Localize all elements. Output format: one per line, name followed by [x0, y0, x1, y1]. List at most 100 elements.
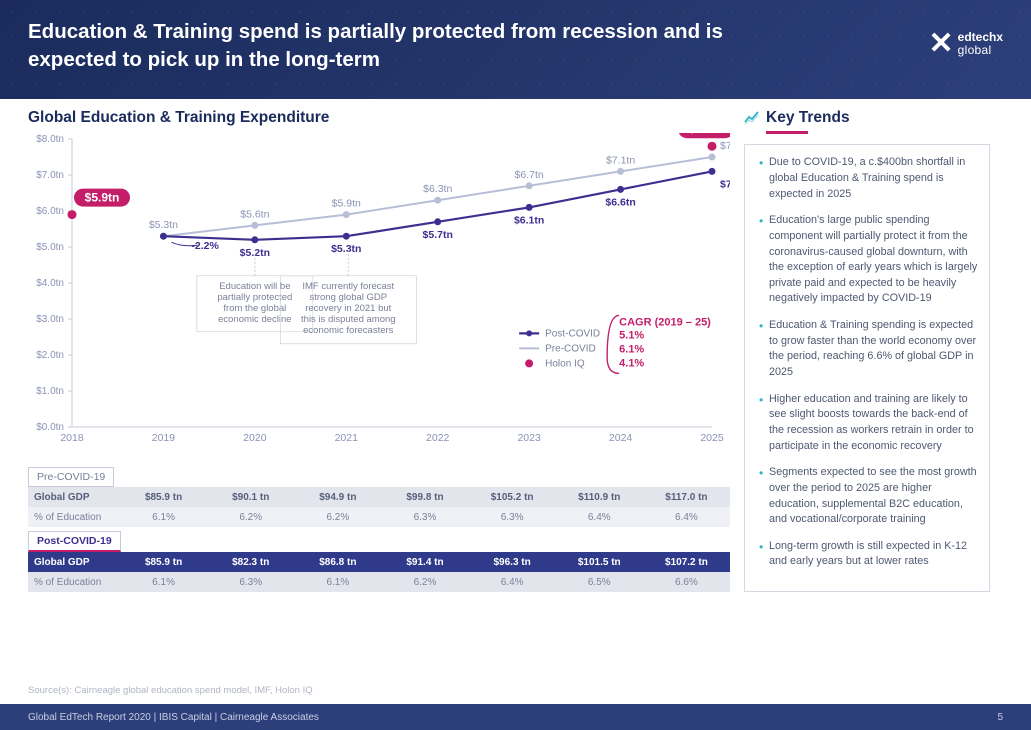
- table-cell: 6.3%: [469, 507, 556, 527]
- table-cell: $117.0 tn: [643, 487, 730, 507]
- footer-page: 5: [997, 712, 1003, 723]
- table-cell: $105.2 tn: [469, 487, 556, 507]
- table-cell: 6.4%: [643, 507, 730, 527]
- table-cell: $107.2 tn: [643, 552, 730, 572]
- svg-text:2023: 2023: [517, 432, 541, 444]
- svg-text:recovery in 2021 but: recovery in 2021 but: [305, 303, 391, 314]
- trend-item: Segments expected to see the most growth…: [759, 465, 979, 528]
- svg-text:Pre-COVID: Pre-COVID: [545, 344, 596, 355]
- svg-text:2021: 2021: [335, 432, 359, 444]
- slide-footer: Global EdTech Report 2020 | IBIS Capital…: [0, 704, 1031, 730]
- logo-mark-icon: ✕: [929, 26, 954, 61]
- svg-text:2020: 2020: [243, 432, 267, 444]
- svg-text:$7.8tn: $7.8tn: [689, 133, 724, 136]
- expenditure-chart: $0.0tn$1.0tn$2.0tn$3.0tn$4.0tn$5.0tn$6.0…: [28, 133, 730, 463]
- trend-item: Education's large public spending compon…: [759, 213, 979, 307]
- key-trends-underline: [766, 131, 808, 134]
- logo-sub: global: [958, 44, 1003, 57]
- svg-text:$7.1tn: $7.1tn: [606, 155, 635, 167]
- key-trends-title: Key Trends: [766, 109, 850, 127]
- table-row-label: % of Education: [28, 507, 120, 527]
- table-cell: $86.8 tn: [294, 552, 381, 572]
- table-cell: $99.8 tn: [381, 487, 468, 507]
- svg-text:$6.6tn: $6.6tn: [605, 197, 635, 209]
- svg-text:$2.0tn: $2.0tn: [36, 350, 64, 361]
- table-cell: $90.1 tn: [207, 487, 294, 507]
- svg-text:2022: 2022: [426, 432, 450, 444]
- table-cell: $91.4 tn: [381, 552, 468, 572]
- table-cell: 6.1%: [120, 572, 207, 592]
- svg-text:$5.0tn: $5.0tn: [36, 242, 64, 253]
- svg-text:$8.0tn: $8.0tn: [36, 134, 64, 145]
- svg-text:$1.0tn: $1.0tn: [36, 386, 64, 397]
- table-cell: $94.9 tn: [294, 487, 381, 507]
- table-cell: 6.3%: [381, 507, 468, 527]
- source-text: Source(s): Cairneagle global education s…: [28, 685, 313, 696]
- svg-text:$7.0tn: $7.0tn: [36, 170, 64, 181]
- svg-text:$5.9tn: $5.9tn: [85, 191, 120, 205]
- svg-text:$5.7tn: $5.7tn: [423, 229, 453, 241]
- svg-text:$6.3tn: $6.3tn: [423, 184, 452, 196]
- table-cell: $82.3 tn: [207, 552, 294, 572]
- svg-text:2024: 2024: [609, 432, 633, 444]
- svg-text:$6.0tn: $6.0tn: [36, 206, 64, 217]
- post-covid-table: Global GDP$85.9 tn$82.3 tn$86.8 tn$91.4 …: [28, 552, 730, 592]
- table-row-label: Global GDP: [28, 487, 120, 507]
- svg-text:$7.1tn: $7.1tn: [720, 179, 730, 191]
- page-title: Education & Training spend is partially …: [28, 18, 748, 73]
- svg-text:2025: 2025: [700, 432, 724, 444]
- pre-covid-table: Global GDP$85.9 tn$90.1 tn$94.9 tn$99.8 …: [28, 487, 730, 527]
- trend-item: Long-term growth is still expected in K-…: [759, 539, 979, 570]
- svg-text:$5.3tn: $5.3tn: [331, 244, 361, 256]
- svg-text:CAGR (2019 – 25): CAGR (2019 – 25): [619, 317, 711, 329]
- chart-title: Global Education & Training Expenditure: [28, 109, 730, 127]
- slide-header: Education & Training spend is partially …: [0, 0, 1031, 99]
- svg-text:from the global: from the global: [223, 303, 286, 314]
- svg-text:5.1%: 5.1%: [619, 330, 644, 342]
- table-cell: 6.4%: [556, 507, 643, 527]
- table-row-label: % of Education: [28, 572, 120, 592]
- svg-text:-2.2%: -2.2%: [191, 240, 219, 252]
- svg-text:$5.3tn: $5.3tn: [149, 220, 178, 232]
- table-cell: $96.3 tn: [469, 552, 556, 572]
- svg-text:Education will be: Education will be: [219, 281, 290, 292]
- key-trends-header: Key Trends: [744, 109, 990, 127]
- brand-logo: ✕ edtechx global: [929, 26, 1004, 61]
- pre-covid-label: Pre-COVID-19: [28, 467, 114, 487]
- svg-text:$5.6tn: $5.6tn: [240, 209, 269, 221]
- trend-item: Higher education and training are likely…: [759, 392, 979, 455]
- svg-text:2019: 2019: [152, 432, 176, 444]
- table-cell: $101.5 tn: [556, 552, 643, 572]
- table-cell: 6.4%: [469, 572, 556, 592]
- table-cell: 6.5%: [556, 572, 643, 592]
- table-cell: $85.9 tn: [120, 552, 207, 572]
- table-cell: 6.6%: [643, 572, 730, 592]
- svg-text:$7.5tn: $7.5tn: [720, 140, 730, 152]
- table-row-label: Global GDP: [28, 552, 120, 572]
- table-cell: 6.1%: [120, 507, 207, 527]
- table-cell: $85.9 tn: [120, 487, 207, 507]
- table-cell: 6.2%: [207, 507, 294, 527]
- table-cell: $110.9 tn: [556, 487, 643, 507]
- tables: Pre-COVID-19 Global GDP$85.9 tn$90.1 tn$…: [28, 463, 730, 592]
- svg-text:6.1%: 6.1%: [619, 344, 644, 356]
- svg-text:IMF currently forecast: IMF currently forecast: [302, 281, 394, 292]
- trend-item: Education & Training spending is expecte…: [759, 318, 979, 381]
- svg-text:$5.9tn: $5.9tn: [332, 198, 361, 210]
- table-cell: 6.2%: [381, 572, 468, 592]
- svg-text:4.1%: 4.1%: [619, 358, 644, 370]
- svg-text:2018: 2018: [60, 432, 84, 444]
- logo-brand: edtechx: [958, 31, 1003, 44]
- svg-text:Post-COVID: Post-COVID: [545, 329, 600, 340]
- svg-text:$5.2tn: $5.2tn: [240, 247, 270, 259]
- post-covid-label: Post-COVID-19: [28, 531, 121, 552]
- svg-text:$6.7tn: $6.7tn: [515, 169, 544, 181]
- svg-text:$3.0tn: $3.0tn: [36, 314, 64, 325]
- table-cell: 6.3%: [207, 572, 294, 592]
- svg-text:this is disputed among: this is disputed among: [301, 314, 396, 325]
- trend-item: Due to COVID-19, a c.$400bn shortfall in…: [759, 155, 979, 202]
- svg-text:partially protected: partially protected: [217, 292, 292, 303]
- svg-text:strong global GDP: strong global GDP: [309, 292, 387, 303]
- trends-icon: [744, 110, 760, 126]
- svg-text:$6.1tn: $6.1tn: [514, 215, 544, 227]
